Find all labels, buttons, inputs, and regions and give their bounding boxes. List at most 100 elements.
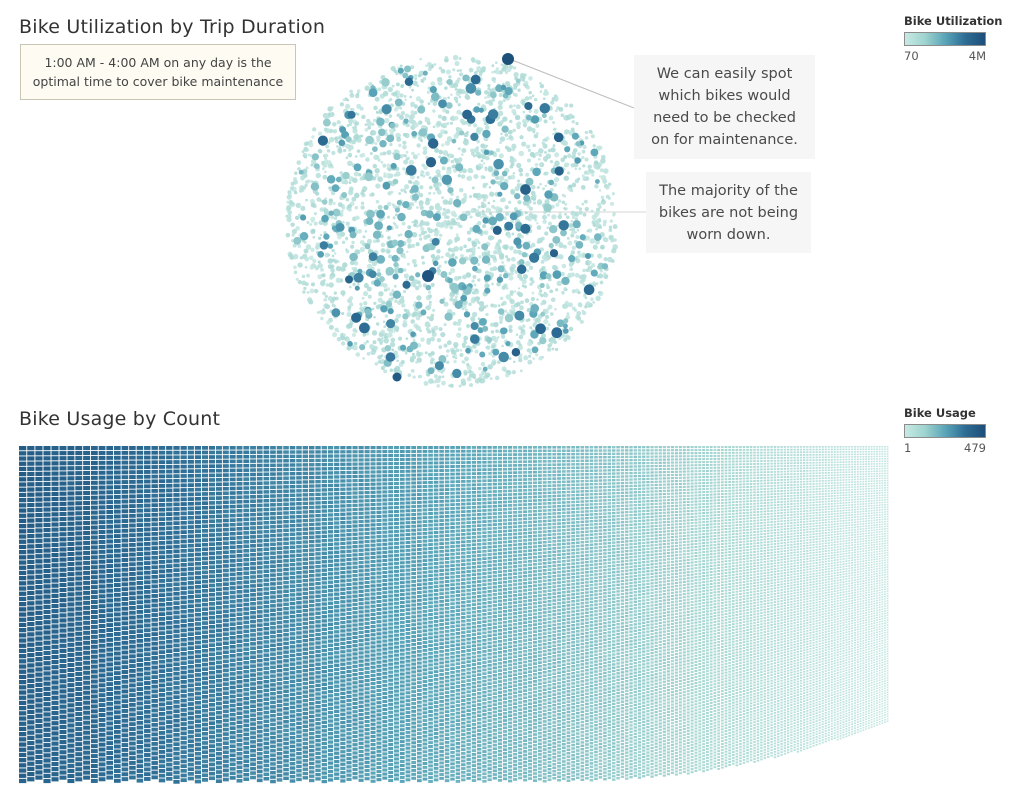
heatmap-cell [19,503,27,508]
bubble [482,217,489,224]
heatmap-cell [173,577,180,582]
heatmap-cell [144,613,151,618]
bubble [333,240,339,245]
bubble [520,235,524,239]
bubble [326,149,331,153]
heatmap-cell [19,669,27,674]
bubble [440,68,446,74]
heatmap-cell [158,769,166,773]
heatmap-cell [27,461,35,466]
bubble [418,233,422,238]
heatmap-cell [121,704,129,709]
heatmap-cell [129,760,136,765]
bubble [420,209,428,217]
utilization-legend[interactable]: Bike Utilization 70 4M [904,14,1003,63]
bubble [391,254,399,262]
heatmap-cell [187,576,194,581]
heatmap-cell [136,744,144,749]
heatmap-cell [59,516,67,522]
bubble [405,157,409,161]
bubble [361,192,364,195]
heatmap-cell [43,666,51,671]
heatmap-cell [201,690,209,695]
bubble [427,228,434,234]
heatmap-cell [166,625,173,630]
bubble [330,275,335,279]
bubble [591,263,596,268]
bubble [342,98,346,102]
heatmap-cell [67,456,75,461]
heatmap-cell [83,446,91,451]
heatmap-cell [208,560,215,565]
heatmap-cell [187,739,194,744]
bubble [454,87,458,91]
heatmap-cell [158,712,166,716]
heatmap-cell [215,519,222,523]
heatmap-cell [106,721,114,726]
heatmap-cell [136,677,144,682]
bubble [498,153,504,159]
heatmap-cell [187,720,194,725]
heatmap-cell [98,732,106,737]
heatmap-cell [75,586,83,591]
heatmap-cell [35,492,43,497]
heatmap-cell [222,450,229,455]
heatmap-cell [215,674,222,678]
bubble [386,134,395,143]
bubble-chart[interactable] [0,0,1010,400]
heatmap-cell [201,644,209,648]
bubble [598,290,604,296]
bubble [371,330,378,336]
heatmap-cell [19,690,27,695]
heatmap-cell [51,517,59,522]
heatmap-cell [215,697,222,701]
heatmap-cell [59,603,67,608]
bubble [317,135,329,146]
heatmap-cell [129,484,136,489]
heatmap-cell [194,719,201,724]
heatmap-cell [180,712,187,717]
heatmap-cell [75,596,83,601]
bubble [537,157,541,161]
heatmap-cell [151,646,158,651]
bubble [538,153,542,157]
heatmap-cell [98,480,106,485]
bubble [553,132,564,143]
heatmap-cell [106,746,114,751]
heatmap-cell [173,779,180,784]
heatmap-cell [90,754,98,759]
bubble [545,326,550,331]
bubble [424,230,428,234]
bubble [382,181,391,190]
bubble [411,231,418,238]
heatmap-cell [75,521,83,526]
heatmap-cell [19,581,27,586]
bubble [381,78,390,87]
heatmap-cell [27,596,35,601]
bubble [563,318,569,324]
heatmap-cell [75,591,83,596]
heatmap-cell [27,621,35,627]
usage-legend[interactable]: Bike Usage 1 479 [904,406,986,455]
bubble [495,206,501,211]
bubble [529,168,533,172]
heatmap-cell [151,574,158,579]
heatmap-cell [51,563,59,568]
heatmap-cell [194,496,201,501]
bubble [430,92,440,102]
heatmap-cell [43,676,51,681]
heatmap-cell [215,601,222,605]
bubble [408,275,415,282]
heatmap-cell [129,693,136,698]
heatmap-cell [98,653,106,658]
heatmap-cell [222,636,229,641]
heatmap-cell [187,571,194,576]
heatmap-cell [67,506,75,511]
heatmap-chart[interactable] [19,446,899,786]
bubble [337,202,343,207]
heatmap-cell [113,494,121,499]
heatmap-cell [98,747,106,752]
bubble [476,268,482,274]
heatmap-cell [19,446,27,451]
bubble [582,283,586,287]
